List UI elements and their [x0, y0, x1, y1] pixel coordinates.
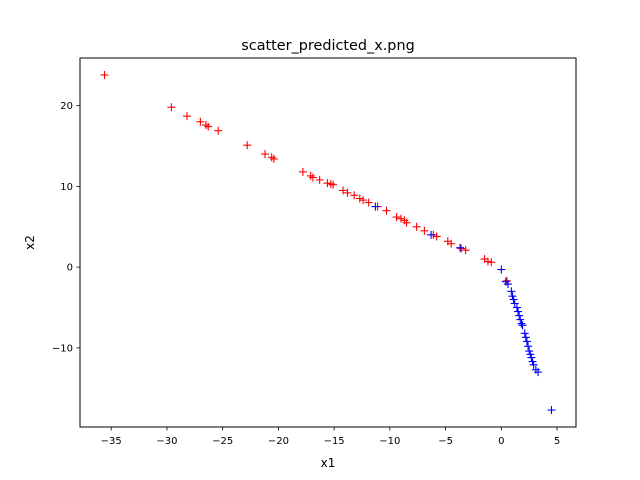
data-point: [196, 117, 205, 126]
x-tick-label: −30: [156, 436, 177, 447]
data-point: [343, 188, 352, 197]
data-point: [397, 214, 406, 223]
data-point: [243, 141, 252, 150]
data-point: [402, 218, 411, 227]
data-point: [339, 186, 348, 195]
data-point: [100, 70, 109, 79]
data-point: [183, 112, 192, 121]
data-point: [315, 175, 324, 184]
data-point: [502, 276, 511, 285]
axes: −35 −30 −25 −20 −15 −10 −5 0 5 −10 0 10 20: [52, 57, 577, 447]
chart-title: scatter_predicted_x.png: [241, 38, 414, 54]
data-point: [204, 122, 213, 131]
data-point: [526, 350, 535, 359]
x-axis-label: x1: [321, 456, 336, 470]
data-point: [456, 243, 465, 252]
data-point: [534, 368, 543, 377]
data-point: [522, 337, 531, 346]
y-tick-label: 20: [60, 101, 73, 112]
data-point: [517, 319, 526, 328]
data-point: [167, 103, 176, 112]
data-point: [516, 315, 525, 324]
data-point: [371, 202, 380, 211]
data-point: [461, 246, 470, 255]
y-ticks: −10 0 10 20: [52, 101, 80, 354]
data-point: [457, 244, 466, 253]
data-point: [518, 321, 527, 330]
data-point: [520, 329, 529, 338]
y-tick-label: 10: [60, 182, 73, 193]
data-point: [329, 180, 338, 189]
x-ticks: −35 −30 −25 −20 −15 −10 −5 0 5: [101, 427, 560, 447]
data-point: [497, 265, 506, 274]
data-point: [510, 299, 519, 308]
data-point: [515, 311, 524, 320]
data-point: [483, 257, 492, 266]
data-point: [547, 406, 556, 415]
x-tick-label: −10: [379, 436, 400, 447]
data-point: [214, 126, 223, 135]
data-point: [487, 258, 496, 267]
data-point: [364, 198, 373, 207]
data-point: [447, 239, 456, 248]
data-point: [525, 347, 534, 356]
data-point: [359, 196, 368, 205]
data-point: [350, 191, 359, 200]
data-point: [514, 307, 523, 316]
data-point: [527, 353, 536, 362]
data-point: [298, 167, 307, 176]
data-point: [323, 179, 332, 188]
x-tick-label: 0: [498, 436, 504, 447]
data-point: [261, 150, 270, 159]
data-point: [512, 303, 521, 312]
data-points: [100, 70, 556, 415]
data-point: [529, 360, 538, 369]
y-tick-label: −10: [52, 343, 73, 354]
x-tick-label: 5: [554, 436, 560, 447]
data-point: [412, 222, 421, 231]
y-tick-label: 0: [67, 263, 73, 274]
data-point: [382, 206, 391, 215]
data-point: [355, 194, 364, 203]
data-point: [392, 213, 401, 222]
data-point: [528, 357, 537, 366]
data-point: [508, 292, 517, 301]
data-point: [524, 342, 533, 351]
data-point: [521, 333, 530, 342]
data-point: [269, 154, 278, 163]
data-point: [308, 173, 317, 182]
plot-frame: [79, 57, 577, 428]
x-tick-label: −35: [101, 436, 122, 447]
data-point: [420, 226, 429, 235]
x-tick-label: −5: [438, 436, 453, 447]
x-tick-label: −25: [212, 436, 233, 447]
data-point: [427, 230, 436, 239]
data-point: [507, 287, 516, 296]
x-tick-label: −15: [324, 436, 345, 447]
data-point: [432, 232, 441, 241]
x-tick-label: −20: [268, 436, 289, 447]
data-point: [509, 295, 518, 304]
data-point: [504, 280, 513, 289]
y-axis-label: x2: [23, 235, 37, 250]
